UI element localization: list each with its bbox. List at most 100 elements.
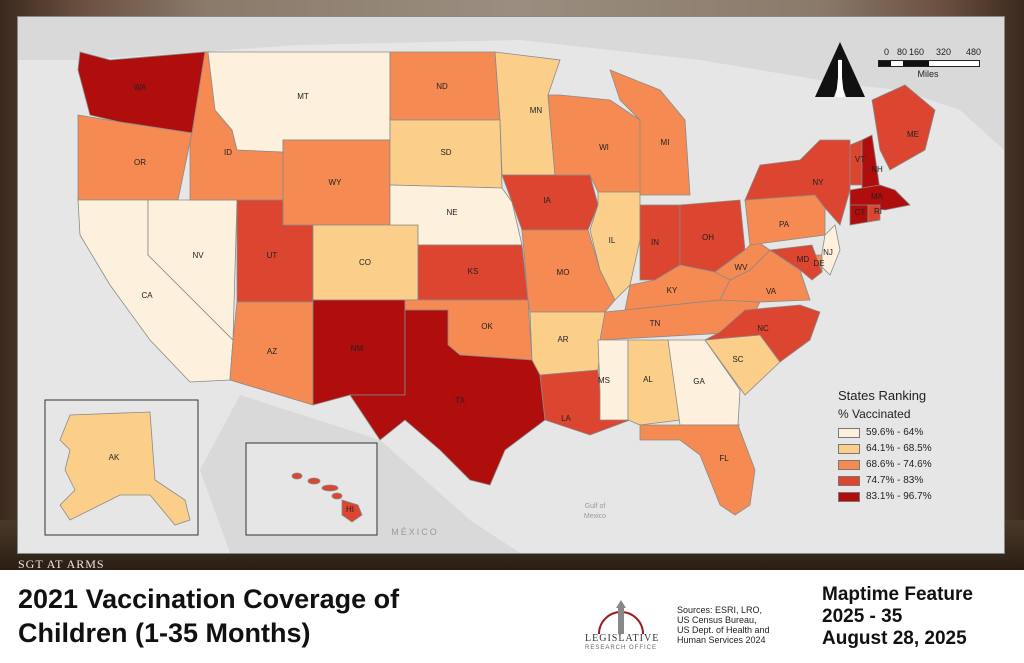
state-label-oh: OH — [702, 233, 714, 242]
sources-line: Human Services 2024 — [677, 635, 766, 645]
scale-tick: 160 — [909, 47, 925, 57]
feature-line: August 28, 2025 — [822, 628, 967, 649]
state-label-nc: NC — [757, 324, 769, 333]
state-label-sc: SC — [732, 355, 743, 364]
state-label-ut: UT — [267, 251, 278, 260]
state-label-ct: CT — [855, 208, 866, 217]
state-label-md: MD — [797, 255, 810, 264]
scale-tick: 0 — [884, 47, 890, 57]
feature-line: Maptime Feature — [822, 584, 973, 605]
state-label-ok: OK — [481, 322, 493, 331]
state-nc — [704, 304, 821, 363]
state-label-mn: MN — [530, 106, 543, 115]
state-label-ca: CA — [141, 291, 153, 300]
scale-tick: 320 — [936, 47, 952, 57]
state-label-wa: WA — [134, 83, 147, 92]
state-label-ga: GA — [693, 377, 705, 386]
legend-row: 64.1% - 68.5% — [838, 441, 988, 456]
legend-swatch — [838, 459, 860, 470]
legend-label: 59.6% - 64% — [866, 427, 924, 438]
state-me — [871, 84, 936, 171]
state-al — [627, 339, 681, 426]
state-labels: WA OR CA NV ID MT WY UT AZ CO NM ND SD N… — [134, 82, 919, 463]
state-label-mi: MI — [661, 138, 670, 147]
state-mi — [609, 69, 691, 196]
state-label-id: ID — [224, 148, 232, 157]
sources-line: Sources: ESRI, LRO, — [677, 605, 763, 615]
state-label-ne: NE — [446, 208, 457, 217]
logo-line-1: LEGISLATIVE — [585, 633, 660, 644]
legend-swatch — [838, 491, 860, 502]
title-line-1: 2021 Vaccination Coverage of — [18, 584, 400, 614]
mexico-label: MÉXICO — [391, 527, 439, 537]
state-label-me: ME — [907, 130, 919, 139]
state-hi — [291, 472, 363, 523]
state-label-ar: AR — [557, 335, 568, 344]
legend-subtitle: % Vaccinated — [838, 407, 911, 421]
legend-label: 68.6% - 74.6% — [866, 459, 932, 470]
state-label-ma: MA — [871, 192, 884, 201]
map-title: 2021 Vaccination Coverage of Children (1… — [18, 582, 578, 650]
legend-row: 83.1% - 96.7% — [838, 489, 988, 504]
gulf-label-2: Mexico — [584, 513, 606, 520]
state-label-nm: NM — [351, 344, 364, 353]
legend: States Ranking % Vaccinated 59.6% - 64% … — [838, 388, 988, 505]
state-mt — [207, 51, 391, 153]
state-label-wi: WI — [599, 143, 609, 152]
feature-info: Maptime Feature 2025 - 35 August 28, 202… — [822, 584, 973, 650]
state-label-sd: SD — [440, 148, 451, 157]
sources-line: US Dept. of Health and — [677, 625, 770, 635]
state-label-il: IL — [609, 236, 616, 245]
legend-label: 74.7% - 83% — [866, 475, 924, 486]
state-label-va: VA — [766, 287, 777, 296]
scale-bar-graphic — [878, 60, 980, 67]
state-label-ms: MS — [598, 376, 610, 385]
state-ri — [867, 204, 881, 223]
scale-tick: 80 — [897, 47, 908, 57]
state-label-wv: WV — [735, 263, 749, 272]
state-label-fl: FL — [719, 454, 729, 463]
sources-text: Sources: ESRI, LRO, US Census Bureau, US… — [677, 605, 807, 645]
state-label-ky: KY — [667, 286, 678, 295]
hawaii-inset: HI — [245, 442, 378, 536]
state-label-ak: AK — [109, 453, 120, 462]
legend-swatch — [838, 443, 860, 454]
state-label-nv: NV — [192, 251, 204, 260]
state-label-in: IN — [651, 238, 659, 247]
state-az — [229, 301, 314, 406]
legend-label: 64.1% - 68.5% — [866, 443, 932, 454]
state-label-mo: MO — [557, 268, 570, 277]
state-label-de: DE — [813, 259, 824, 268]
state-label-co: CO — [359, 258, 371, 267]
gulf-label-1: Gulf of — [585, 503, 606, 510]
state-mo — [521, 229, 616, 313]
legend-row: 74.7% - 83% — [838, 473, 988, 488]
state-label-ri: RI — [874, 207, 882, 216]
state-label-ks: KS — [468, 267, 479, 276]
legend-swatch — [838, 475, 860, 486]
title-line-2: Children (1-35 Months) — [18, 618, 311, 648]
legend-row: 68.6% - 74.6% — [838, 457, 988, 472]
state-label-ny: NY — [812, 178, 824, 187]
scale-unit: Miles — [917, 69, 939, 79]
alaska-inset: AK — [44, 399, 199, 536]
state-label-nd: ND — [436, 82, 448, 91]
state-label-nj: NJ — [823, 248, 833, 257]
states-layer — [77, 51, 936, 516]
scale-tick: 480 — [966, 47, 982, 57]
scale-bar: 0 80 160 320 480 Miles — [878, 47, 988, 79]
state-label-tx: TX — [455, 396, 466, 405]
state-label-hi: HI — [346, 505, 354, 514]
state-label-wy: WY — [329, 178, 343, 187]
logo-line-2: RESEARCH OFFICE — [585, 645, 658, 651]
state-fl — [639, 424, 756, 516]
canada-land — [18, 17, 1004, 150]
state-label-or: OR — [134, 158, 146, 167]
state-label-ia: IA — [543, 196, 551, 205]
legend-swatch — [838, 427, 860, 438]
legend-label: 83.1% - 96.7% — [866, 491, 932, 502]
state-label-nh: NH — [871, 165, 883, 174]
state-ms — [597, 339, 629, 421]
capitol-icon — [598, 600, 644, 635]
state-label-vt: VT — [855, 155, 865, 164]
